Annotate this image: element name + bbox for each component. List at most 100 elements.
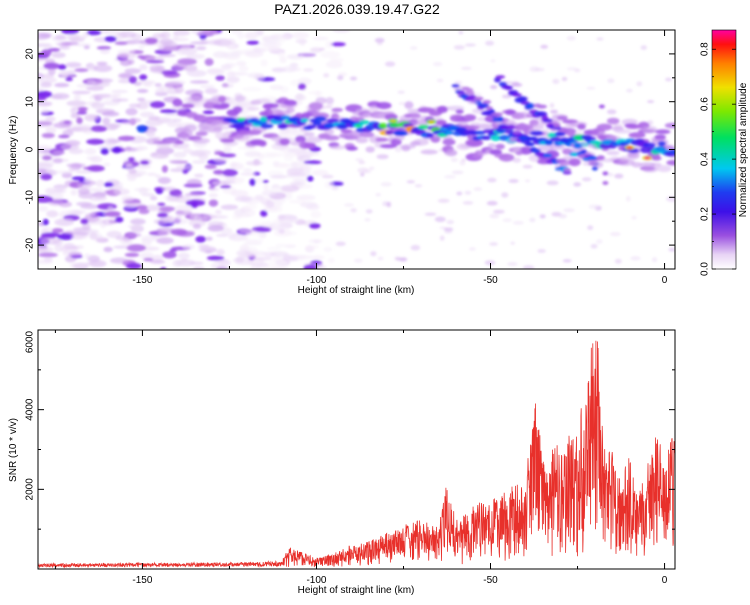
spectrogram-cell [532, 122, 544, 131]
spectrogram-cell [266, 247, 281, 251]
spectrogram-cell [398, 102, 406, 105]
spectrogram-cell [172, 98, 183, 107]
spectrogram-cell [609, 232, 621, 237]
spectrogram-cell [234, 196, 252, 202]
spectrogram-cell [249, 178, 256, 186]
spectrogram-cell [549, 102, 555, 109]
spectrogram-cell [307, 91, 324, 95]
spectrogram-cell [161, 186, 177, 191]
spectrogram-cell [305, 245, 320, 249]
spectrogram-cell [376, 102, 392, 110]
spectrogram-cell [128, 76, 137, 84]
spectrogram-cell [290, 161, 298, 169]
spectrogram-cell [76, 201, 92, 206]
spectrogram-cell [458, 31, 464, 35]
spectrogram-cell [150, 235, 159, 240]
spectrogram-cell [82, 223, 91, 230]
spectrogram-cell [153, 219, 169, 225]
spectrogram-cell [568, 158, 581, 167]
spectrogram-cell [40, 82, 53, 88]
spectrogram-cell [494, 121, 504, 126]
spectrogram-cell [115, 216, 124, 223]
spectrogram-cell [588, 204, 600, 210]
spectrogram-cell [359, 120, 370, 125]
spectrogram-cell [642, 166, 658, 173]
spectrogram-cell [439, 235, 445, 241]
colorbar-ticks: 0.0 0.2 0.4 0.6 0.8 [700, 42, 736, 276]
spectrogram-cell [96, 46, 111, 50]
spectrogram-cell [168, 159, 186, 164]
spectrogram-cell [325, 97, 334, 105]
spectrogram-cell [346, 146, 358, 151]
spectrogram-cell [370, 251, 377, 257]
spectrogram-cell [71, 90, 91, 95]
spectrogram-cell [163, 41, 177, 48]
spectrogram-cell [459, 160, 466, 166]
spectrogram-cell [491, 112, 503, 117]
spectrogram-cell [518, 135, 527, 141]
spectrogram-cell [125, 108, 138, 116]
spectrogram-cell [669, 149, 675, 155]
spectrogram-cell [220, 204, 239, 210]
spectrogram-cell [463, 114, 477, 121]
spectrogram-cell [254, 74, 265, 81]
spectrogram-cell [208, 199, 219, 207]
spectrogram-cell [95, 179, 105, 188]
spectrogram-cell [48, 68, 56, 76]
spectrogram-cell [238, 130, 251, 136]
spectrogram-cell [546, 180, 559, 186]
y-tick-label: 20 [25, 48, 36, 60]
spectrogram-cell [172, 259, 183, 267]
spectrogram-cell [154, 83, 162, 87]
spectrogram-cell [279, 138, 290, 146]
spectrogram-cell [91, 102, 105, 109]
spectrogram-cell [103, 162, 111, 167]
spectrogram-cell [288, 67, 302, 72]
spectrogram-cell [443, 227, 454, 232]
spectrogram-cell [303, 142, 316, 149]
spectrogram-cell [558, 213, 567, 219]
spectrogram-cell [38, 246, 49, 252]
spectrogram-cell [263, 183, 270, 191]
spectrogram-cell [561, 76, 568, 82]
spectrogram-cell [215, 75, 225, 81]
colorbar-tick-label: 0.0 [700, 262, 711, 276]
spectrogram-cell [442, 138, 456, 146]
spectrogram-cell [171, 142, 190, 149]
spectrogram-cell [587, 144, 597, 148]
spectrogram-cell [68, 251, 82, 258]
spectrogram-cell [666, 159, 675, 166]
spectrogram-cell [38, 168, 47, 174]
spectrogram-cell [139, 111, 155, 118]
spectrogram-cell [84, 114, 99, 122]
spectrogram-cell [47, 48, 61, 52]
spectrogram-cell [214, 151, 226, 155]
spectrogram-cell [170, 168, 185, 172]
spectrogram-cell [580, 142, 588, 147]
spectrogram-cell [314, 116, 327, 122]
spectrogram-cell [329, 145, 347, 150]
spectrogram-cell [207, 39, 222, 46]
spectrogram-cell [286, 54, 305, 60]
spectrogram-cell [78, 191, 94, 199]
spectrogram-cell [262, 179, 269, 184]
spectrogram-cell [190, 41, 209, 45]
spectrogram-cell [108, 185, 123, 190]
spectrogram-cell [136, 89, 149, 93]
y-tick-label: 2000 [25, 478, 36, 501]
spectrogram-cell [619, 155, 631, 163]
spectrogram-cell [376, 154, 389, 160]
spectrogram-cell [309, 223, 321, 229]
spectrogram-cell [205, 236, 213, 241]
spectrogram-cell [104, 36, 117, 42]
spectrogram-cell [425, 133, 434, 138]
spectrogram-cell [90, 237, 107, 241]
spectrogram-cell [484, 260, 496, 266]
spectrogram-cell [260, 152, 278, 159]
spectrogram-cell [274, 164, 291, 169]
x-tick-label: -150 [132, 275, 152, 286]
spectrogram-cell [501, 192, 509, 198]
spectrogram-cell [498, 153, 515, 162]
spectrogram-cell [311, 255, 325, 260]
spectrogram-cell [96, 61, 108, 66]
